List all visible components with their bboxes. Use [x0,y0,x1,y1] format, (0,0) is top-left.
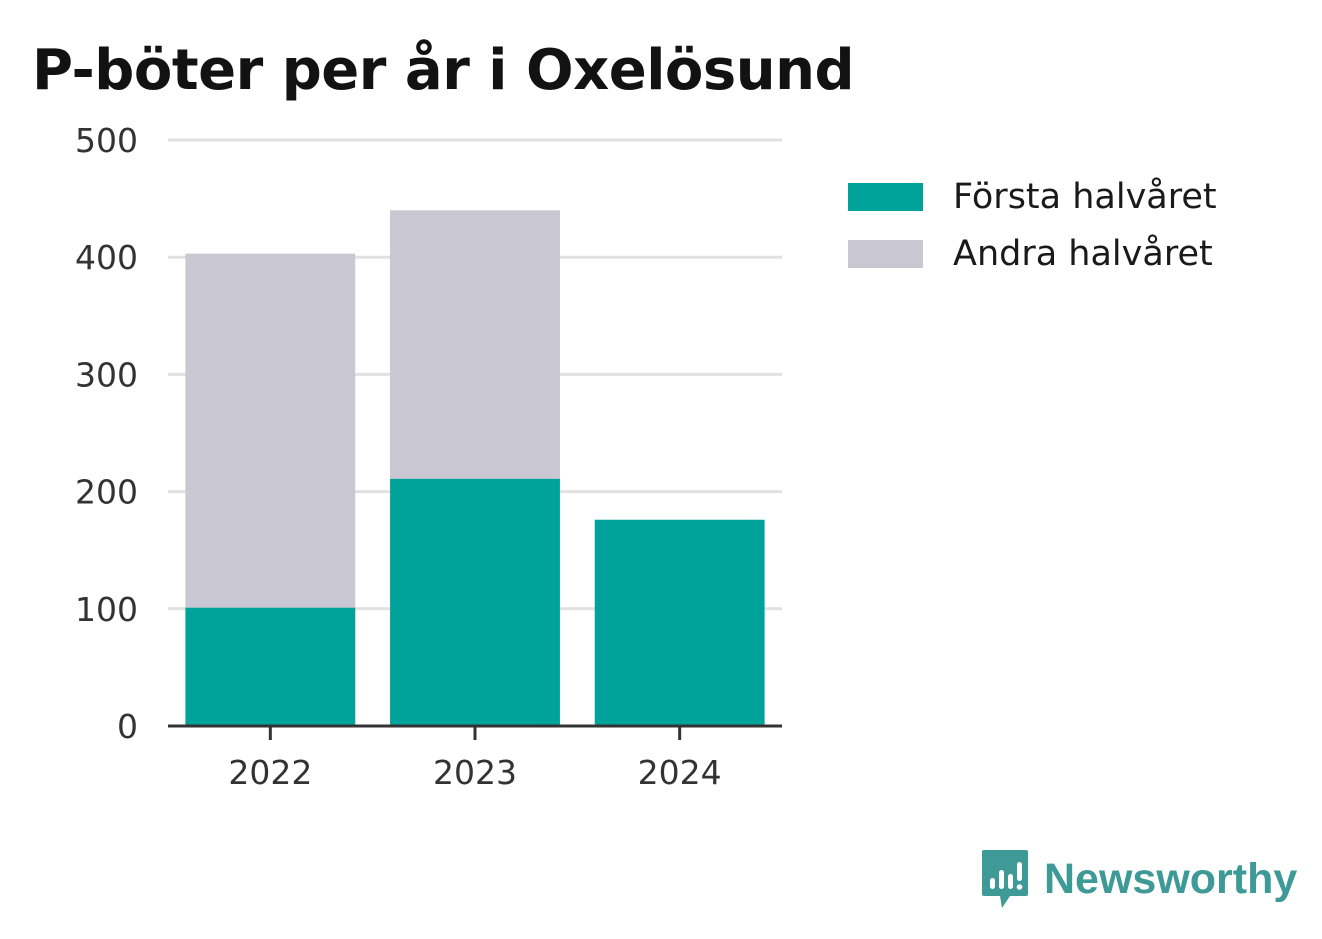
newsworthy-logo: Newsworthy [980,848,1297,910]
legend: Första halvåret Andra halvåret [848,168,1217,282]
x-axis: 2022 2023 2024 [168,724,782,792]
x-tick-label: 2024 [638,753,722,792]
legend-item-second-half: Andra halvåret [848,225,1217,282]
bar-segment-2022-series-0 [185,607,356,726]
y-tick-label: 400 [75,238,138,277]
legend-item-first-half: Första halvåret [848,168,1217,225]
chart-bubble-icon [982,850,1028,908]
legend-label-first-half: Första halvåret [953,176,1217,217]
legend-label-second-half: Andra halvåret [953,233,1213,274]
bars [185,210,765,726]
y-tick-label: 0 [117,707,138,746]
y-tick-label: 100 [75,590,138,629]
legend-swatch-first-half [848,182,923,211]
bar-segment-2023-series-0 [390,478,560,726]
legend-swatch-second-half [848,239,923,268]
x-tick-label: 2023 [433,753,517,792]
bar-segment-2022-series-1 [185,253,356,608]
y-axis-ticks: 0 100 200 300 400 500 [75,121,138,746]
y-tick-label: 300 [75,355,138,394]
x-tick-label: 2022 [228,753,312,792]
bar-segment-2024-series-0 [594,519,765,726]
y-tick-label: 200 [75,473,138,512]
chart-title: P-böter per år i Oxelösund [32,38,855,103]
bar-segment-2023-series-1 [390,210,560,479]
brand-name: Newsworthy [1044,854,1298,903]
y-tick-label: 500 [75,121,138,160]
